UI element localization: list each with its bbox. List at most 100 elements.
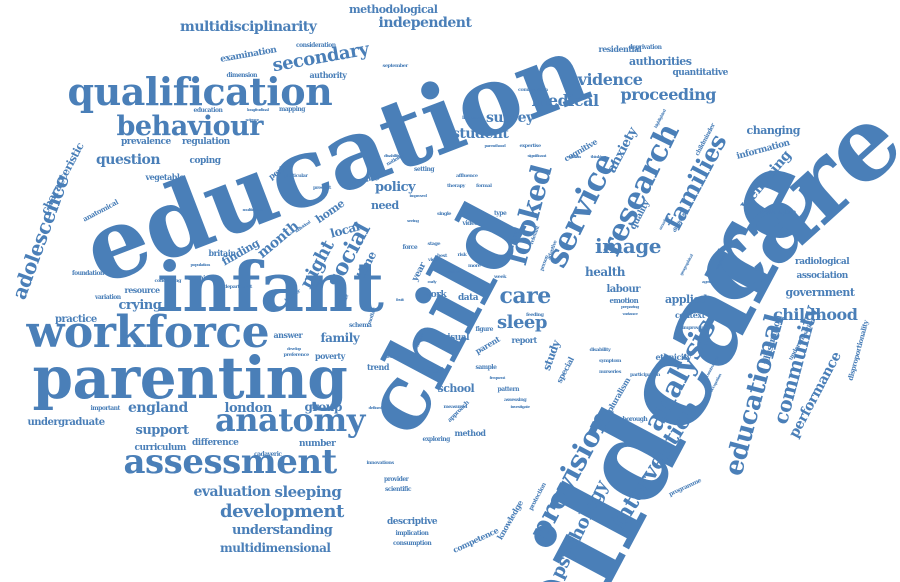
word-mapping: mapping bbox=[279, 106, 305, 113]
word-more: more bbox=[468, 262, 481, 269]
word-infant: infant bbox=[157, 248, 384, 328]
word-assessment: assessment bbox=[123, 442, 338, 482]
word-government: government bbox=[785, 285, 855, 299]
word-department: department bbox=[224, 283, 252, 290]
word-resource: resource bbox=[124, 285, 161, 295]
word-work: work bbox=[423, 289, 447, 300]
word-crying: crying bbox=[118, 297, 162, 313]
word-method: method bbox=[454, 428, 487, 438]
word-improved: improved bbox=[409, 193, 428, 198]
word-deprivation: deprivation bbox=[628, 44, 662, 51]
word-sleep: sleep bbox=[497, 312, 547, 333]
word-survey: survey bbox=[486, 110, 534, 126]
word-policy: policy bbox=[375, 179, 416, 195]
word-behaviour: behaviour bbox=[116, 110, 264, 142]
word-relation: relation bbox=[567, 154, 581, 159]
word-family: family bbox=[320, 331, 360, 345]
word-consideration: consideration bbox=[296, 42, 336, 49]
word-schema: schema bbox=[349, 322, 372, 329]
word-concerning: concerning bbox=[154, 277, 182, 284]
word-population: population bbox=[190, 262, 211, 267]
word-september: september bbox=[382, 62, 409, 69]
word-multidimensional: multidimensional bbox=[220, 541, 331, 555]
word-parenting: parenting bbox=[32, 344, 348, 412]
word-quantitative: quantitative bbox=[672, 67, 729, 78]
word-understanding: understanding bbox=[232, 522, 333, 538]
word-student: student bbox=[452, 126, 509, 142]
word-expertise: expertise bbox=[519, 142, 542, 149]
word-western: western bbox=[385, 354, 400, 359]
word-study: study bbox=[539, 338, 563, 372]
word-trend: trend bbox=[367, 362, 389, 372]
word-evaluation: evaluation bbox=[193, 484, 271, 500]
word-independent: independent bbox=[378, 15, 472, 31]
word-pattern: pattern bbox=[497, 386, 520, 393]
word-combination: combination bbox=[518, 86, 548, 93]
word-present: present bbox=[313, 184, 331, 191]
word-qualification: qualification bbox=[67, 69, 333, 114]
word-scientific: scientific bbox=[385, 486, 412, 493]
word-feeding: feeding bbox=[526, 311, 544, 318]
word-improving: improving bbox=[682, 324, 707, 331]
word-week: week bbox=[494, 273, 507, 280]
word-changing: changing bbox=[746, 123, 801, 137]
word-seeing: seeing bbox=[407, 218, 419, 223]
word-borough: borough bbox=[622, 416, 648, 423]
word-development: development bbox=[220, 501, 344, 522]
word-distinct: distinct bbox=[446, 269, 461, 274]
word-longitudinal: longitudinal bbox=[247, 107, 269, 112]
word-multidisciplinarity: multidisciplinarity bbox=[180, 19, 317, 35]
word-increase: increase bbox=[462, 114, 482, 121]
word-poverty: poverty bbox=[315, 351, 345, 361]
word-group: group bbox=[304, 400, 343, 414]
word-medical: medical bbox=[531, 91, 600, 110]
word-number: number bbox=[299, 438, 336, 449]
word-visual: visual bbox=[442, 332, 470, 343]
word-develop: develop bbox=[287, 346, 301, 351]
word-regulation: regulation bbox=[182, 136, 230, 147]
word-parenthood: parenthood bbox=[484, 143, 506, 148]
word-support: support bbox=[135, 422, 189, 438]
word-examine: examine bbox=[187, 275, 213, 282]
word-sleeping: sleeping bbox=[274, 482, 342, 501]
word-preparing: preparing bbox=[621, 304, 639, 309]
word-special: special bbox=[553, 355, 576, 385]
word-authorities: authorities bbox=[629, 54, 692, 68]
word-assessing: assessing bbox=[504, 396, 527, 403]
word-setting: setting bbox=[414, 166, 435, 173]
word-participation: participation bbox=[630, 371, 660, 378]
word-undergraduate: undergraduate bbox=[27, 417, 106, 428]
word-england: england bbox=[128, 400, 188, 416]
word-prevalence: prevalence bbox=[121, 136, 171, 147]
word-report: report bbox=[511, 335, 538, 345]
word-proceeding: proceeding bbox=[620, 85, 717, 104]
word-disproportionality: disproportionality bbox=[845, 318, 871, 382]
word-consumption: consumption bbox=[393, 540, 432, 547]
word-health: health bbox=[585, 265, 625, 279]
word-type: type bbox=[494, 210, 507, 217]
word-labour: labour bbox=[606, 284, 641, 295]
word-stage: stage bbox=[427, 240, 441, 247]
word-anatomy: anatomy bbox=[215, 401, 365, 439]
word-emotion: emotion bbox=[609, 295, 639, 305]
word-image: image bbox=[595, 234, 661, 258]
word-association: association bbox=[796, 270, 849, 281]
word-answer: answer bbox=[273, 330, 303, 340]
word-particular: particular bbox=[284, 172, 309, 179]
word-school: school bbox=[437, 381, 475, 395]
word-curriculum: curriculum bbox=[134, 442, 187, 453]
word-figure: figure bbox=[475, 326, 494, 333]
word-ageing: ageing bbox=[702, 279, 715, 284]
word-fruit: fruit bbox=[396, 297, 404, 302]
word-investigate: investigate bbox=[510, 404, 531, 409]
word-science: science bbox=[245, 117, 260, 122]
word-workforce: workforce bbox=[26, 307, 270, 358]
word-cadaveric: cadaveric bbox=[254, 451, 282, 458]
word-best: best bbox=[437, 252, 447, 259]
word-variation: variation bbox=[95, 294, 121, 301]
word-difference: difference bbox=[192, 437, 239, 448]
word-multimedia: multimedia bbox=[242, 207, 264, 212]
word-innovations: innovations bbox=[366, 459, 395, 466]
word-data: data bbox=[458, 292, 479, 303]
